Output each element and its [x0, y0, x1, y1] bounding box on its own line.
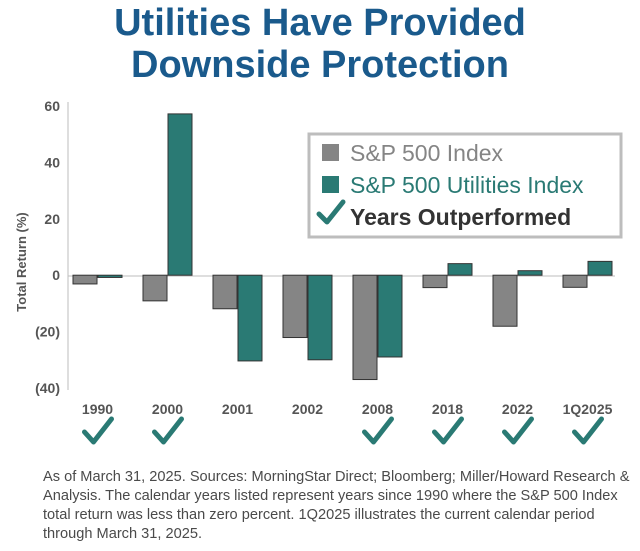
- legend-swatch-sp500: [322, 144, 339, 161]
- y-tick-label: 40: [44, 154, 60, 170]
- bar-sp500-2002: [282, 274, 308, 339]
- y-axis-label: Total Return (%): [14, 212, 29, 311]
- y-tick-label: (20): [35, 324, 60, 340]
- outperformed-checkmarks: [82, 416, 604, 445]
- bar-utilities-1990: [97, 274, 123, 278]
- bar-utilities-1Q2025: [587, 260, 613, 276]
- y-tick-label: 0: [52, 267, 60, 283]
- bar-utilities-2001: [237, 274, 263, 362]
- checkmark-icon-1Q2025: [572, 416, 604, 445]
- x-tick-label-2018: 2018: [432, 401, 463, 417]
- footnote: As of March 31, 2025. Sources: MorningSt…: [43, 469, 630, 542]
- checkmark-icon-1990: [82, 416, 114, 445]
- x-tick-label-1Q2025: 1Q2025: [563, 401, 613, 417]
- bar-utilities-2022: [517, 270, 543, 276]
- legend-box: [307, 132, 623, 239]
- x-tick-label-2001: 2001: [222, 401, 253, 417]
- checkmark-icon-2022: [502, 416, 534, 445]
- checkmark-icon-2018: [432, 416, 464, 445]
- chart-title: Utilities Have Provided Downside Protect…: [0, 2, 640, 86]
- x-tick-label-2000: 2000: [152, 401, 183, 417]
- bar-sp500-2001: [212, 274, 238, 310]
- bar-sp500-2008: [352, 274, 378, 381]
- x-tick-label-2002: 2002: [292, 401, 323, 417]
- bar-chart: Total Return (%) 60 40 20 0 (20) (40) 1990 200…: [14, 98, 623, 445]
- legend: S&P 500 Index S&P 500 Utilities Index Ye…: [307, 132, 623, 239]
- bar-sp500-1Q2025: [562, 274, 588, 288]
- y-tick-labels: 60 40 20 0 (20) (40): [35, 98, 60, 396]
- x-tick-label-1990: 1990: [82, 401, 113, 417]
- legend-label-sp500: S&P 500 Index: [350, 140, 504, 166]
- bar-sp500-2022: [492, 274, 518, 327]
- x-tick-label-2022: 2022: [502, 401, 533, 417]
- chart-title-line-2: Downside Protection: [131, 44, 509, 86]
- x-tick-labels: 1990 2000 2001 2002 2008 2018 2022 1Q2025: [82, 401, 613, 417]
- legend-swatch-utilities: [322, 176, 339, 193]
- y-tick-label: 60: [44, 98, 60, 114]
- bar-utilities-2000: [167, 113, 193, 276]
- y-tick-label: 20: [44, 211, 60, 227]
- bar-utilities-2002: [307, 274, 333, 361]
- legend-checkmark-icon: [316, 199, 346, 225]
- legend-label-utilities: S&P 500 Utilities Index: [350, 172, 584, 198]
- checkmark-icon-2008: [362, 416, 394, 445]
- bar-utilities-2008: [377, 274, 403, 358]
- legend-label-outperformed: Years Outperformed: [350, 204, 571, 230]
- bars: [72, 113, 613, 381]
- x-tick-label-2008: 2008: [362, 401, 393, 417]
- bar-sp500-2000: [142, 274, 168, 302]
- y-tick-label: (40): [35, 380, 60, 396]
- bar-sp500-2018: [422, 274, 448, 289]
- bar-sp500-1990: [72, 274, 98, 285]
- bar-utilities-2018: [447, 263, 473, 276]
- chart-title-line-1: Utilities Have Provided: [114, 2, 526, 44]
- checkmark-icon-2000: [152, 416, 184, 445]
